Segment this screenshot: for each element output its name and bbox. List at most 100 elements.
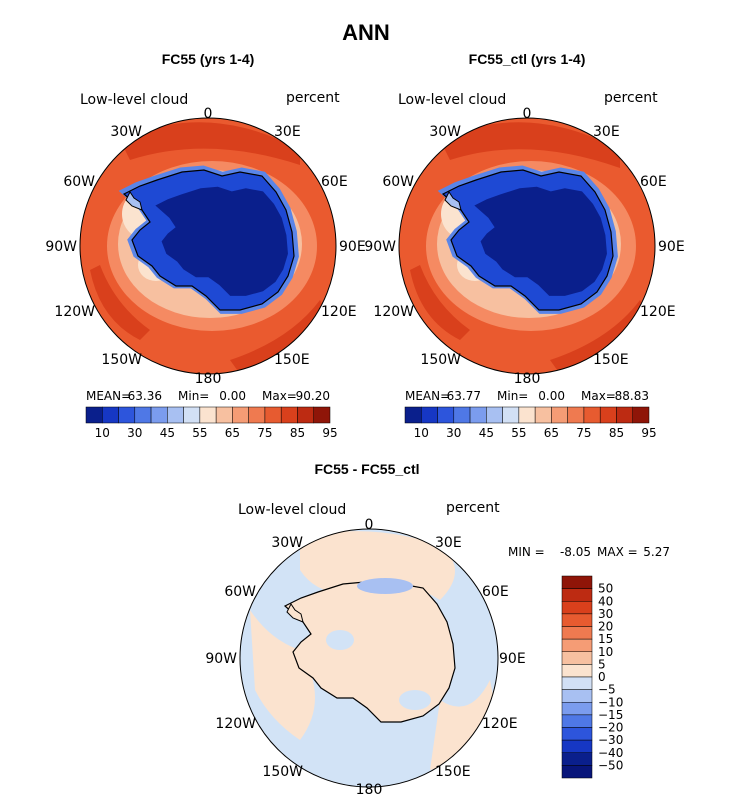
colorbar-left-label: 10 (95, 426, 110, 440)
stats-diff-min-label: MIN = (508, 545, 545, 559)
lon-0-diff: 0 (365, 517, 374, 533)
lon-120e-diff: 120E (482, 716, 518, 732)
colorbar-left-swatch (85, 406, 103, 424)
colorbar-diff-swatch (561, 664, 593, 678)
colorbar-right-swatch (469, 406, 487, 424)
lon-30w-right: 30W (429, 124, 461, 140)
colorbar-diff-label: −30 (598, 733, 623, 747)
colorbar-diff-swatch (561, 676, 593, 690)
colorbar-diff-label: −50 (598, 758, 623, 772)
panel-diff-variable: Low-level cloud (238, 502, 346, 518)
colorbar-diff-swatch (561, 752, 593, 766)
lon-120w-right: 120W (373, 304, 414, 320)
stats-left-mean: 63.36 (128, 389, 162, 403)
colorbar-diff-label: 30 (598, 607, 613, 621)
lon-120e-right: 120E (640, 304, 676, 320)
stats-right-max-label: Max= (581, 389, 616, 403)
figure-title: ANN (342, 20, 390, 45)
colorbar-left-label: 95 (322, 426, 337, 440)
colorbar-left-swatch (183, 406, 201, 424)
lon-150e-right: 150E (593, 352, 629, 368)
lon-60w-left: 60W (63, 174, 95, 190)
colorbar-diff-label: 5 (598, 657, 606, 671)
colorbar-diff-label: −20 (598, 721, 623, 735)
colorbar-right-swatch (534, 406, 552, 424)
colorbar-left-swatch (232, 406, 249, 424)
panel-diff-units: percent (446, 500, 500, 516)
colorbar-right-swatch (599, 406, 617, 424)
lon-120e-left: 120E (321, 304, 357, 320)
colorbar-diff-swatch (561, 727, 593, 741)
lon-30e-left: 30E (274, 124, 301, 140)
lon-120w-diff: 120W (215, 716, 256, 732)
colorbar-right-swatch (583, 406, 601, 424)
colorbar-right-swatch (567, 406, 585, 424)
lon-90w-left: 90W (45, 239, 77, 255)
panel-right: FC55_ctl (yrs 1-4) Low-level cloud perce… (364, 51, 684, 440)
stats-diff: MIN = -8.05 MAX = 5.27 (508, 545, 670, 559)
colorbar-right: 10 30 45 55 65 75 85 95 (404, 406, 657, 440)
colorbar-diff-label: −40 (598, 746, 623, 760)
lon-150w-left: 150W (101, 352, 142, 368)
lon-30e-right: 30E (593, 124, 620, 140)
panel-left-units: percent (286, 90, 340, 106)
panel-right-units: percent (604, 90, 658, 106)
colorbar-left-swatch (150, 406, 168, 424)
colorbar-right-label: 10 (414, 426, 429, 440)
lon-60e-diff: 60E (482, 584, 509, 600)
colorbar-left-label: 65 (225, 426, 240, 440)
colorbar-diff-label: −15 (598, 708, 623, 722)
colorbar-diff-label: −10 (598, 695, 623, 709)
lon-120w-left: 120W (54, 304, 95, 320)
stats-right: MEAN= 63.77 Min= 0.00 Max= 88.83 (405, 389, 649, 403)
stats-right-mean-label: MEAN= (405, 389, 450, 403)
lon-180-right: 180 (514, 371, 541, 387)
colorbar-diff-swatch (561, 765, 593, 779)
colorbar-left-label: 55 (192, 426, 207, 440)
lon-180-left: 180 (195, 371, 222, 387)
colorbar-right-swatch (502, 406, 520, 424)
colorbar-diff-swatch (561, 601, 593, 615)
lon-90e-diff: 90E (499, 651, 526, 667)
colorbar-diff-label: 40 (598, 594, 613, 608)
colorbar-right-label: 95 (641, 426, 656, 440)
colorbar-diff-label: 20 (598, 620, 613, 634)
lon-150w-diff: 150W (262, 764, 303, 780)
lon-90w-diff: 90W (205, 651, 237, 667)
colorbar-diff-swatch (561, 702, 593, 716)
lon-30w-left: 30W (110, 124, 142, 140)
colorbar-right-swatch (632, 406, 650, 424)
panel-diff-title: FC55 - FC55_ctl (314, 461, 419, 477)
colorbar-left-swatch (215, 406, 233, 424)
stats-right-max: 88.83 (615, 389, 649, 403)
colorbar-left-swatch (313, 406, 331, 424)
stats-diff-max-label: MAX = (597, 545, 638, 559)
lon-90e-right: 90E (658, 239, 685, 255)
stats-left-max: 90.20 (296, 389, 330, 403)
lon-60e-right: 60E (640, 174, 667, 190)
colorbar-left-swatch (102, 406, 119, 424)
colorbar-left-swatch (118, 406, 136, 424)
colorbar-diff-swatch (561, 613, 593, 627)
lon-0-right: 0 (523, 106, 532, 122)
colorbar-left-label: 45 (160, 426, 175, 440)
colorbar-diff-swatch (561, 588, 593, 602)
colorbar-left-swatch (167, 406, 184, 424)
lon-60e-left: 60E (321, 174, 348, 190)
panel-right-title: FC55_ctl (yrs 1-4) (469, 51, 586, 67)
colorbar-left-label: 85 (290, 426, 305, 440)
stats-right-min: 0.00 (538, 389, 565, 403)
lon-60w-right: 60W (382, 174, 414, 190)
colorbar-diff-swatch (561, 575, 593, 589)
panel-left: FC55 (yrs 1-4) Low-level cloud percent 0… (45, 51, 365, 440)
colorbar-left: 10 30 45 55 65 75 85 95 (85, 406, 338, 440)
colorbar-right-swatch (404, 406, 422, 424)
colorbar-diff-swatch (561, 689, 593, 703)
panel-diff: FC55 - FC55_ctl Low-level cloud percent … (205, 461, 670, 798)
colorbar-diff-label: 10 (598, 645, 613, 659)
colorbar-diff-label: 15 (598, 632, 613, 646)
colorbar-right-swatch (518, 406, 536, 424)
panel-left-title: FC55 (yrs 1-4) (162, 51, 255, 67)
